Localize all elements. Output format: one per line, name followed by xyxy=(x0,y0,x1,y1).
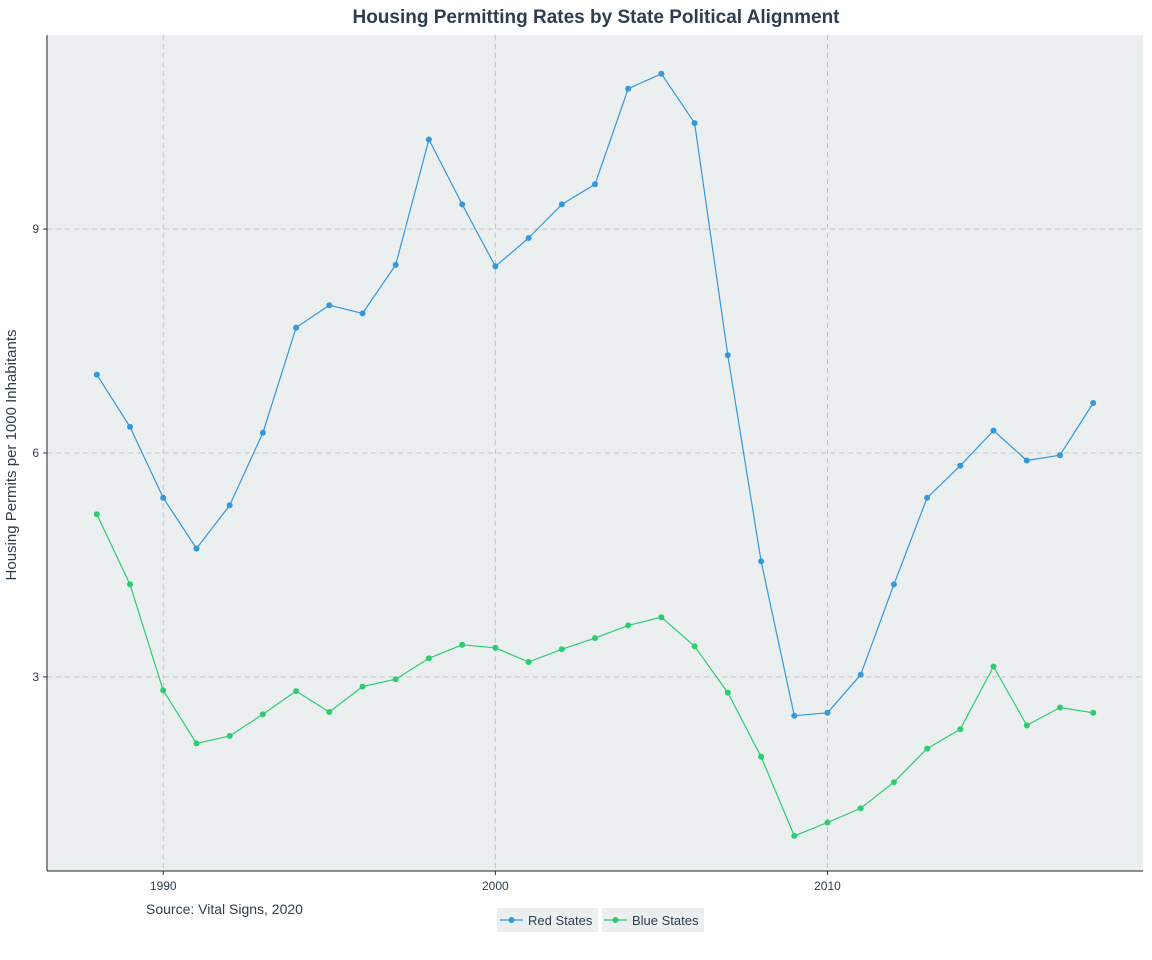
y-axis-label: Housing Permits per 1000 Inhabitants xyxy=(3,330,20,581)
chart-title: Housing Permitting Rates by State Politi… xyxy=(352,7,840,28)
legend-label-red-states: Red States xyxy=(528,913,593,928)
data-point-blue-states-2015 xyxy=(990,663,997,670)
legend: Red States Blue States xyxy=(497,908,704,932)
series-layer xyxy=(93,70,1097,839)
data-point-red-states-1991 xyxy=(193,545,200,552)
data-point-red-states-2017 xyxy=(1057,452,1063,459)
data-point-red-states-1999 xyxy=(459,201,466,208)
data-point-red-states-1995 xyxy=(326,302,333,309)
y-tick-label-9: 9 xyxy=(32,222,39,236)
data-point-blue-states-1991 xyxy=(193,740,200,747)
gridlines xyxy=(47,35,1143,871)
y-tick-label-6: 6 xyxy=(32,446,39,460)
data-point-blue-states-1997 xyxy=(392,676,399,683)
data-point-red-states-1993 xyxy=(259,429,266,436)
data-point-blue-states-1999 xyxy=(459,641,466,648)
data-point-red-states-2014 xyxy=(957,462,964,469)
data-point-blue-states-2002 xyxy=(558,646,565,653)
data-point-red-states-2015 xyxy=(990,427,997,434)
data-point-red-states-2013 xyxy=(924,494,931,501)
data-point-red-states-2009 xyxy=(791,712,798,719)
x-tick-label-2000: 2000 xyxy=(482,879,509,893)
data-point-red-states-1994 xyxy=(293,324,300,331)
data-point-red-states-2012 xyxy=(890,581,897,588)
data-point-red-states-2002 xyxy=(558,201,565,208)
data-point-blue-states-2008 xyxy=(758,753,765,760)
series-blue-states xyxy=(93,511,1097,839)
data-point-blue-states-2004 xyxy=(625,622,632,629)
tick-labels: 1990 2000 2010 3 6 9 xyxy=(32,222,841,893)
data-point-blue-states-2014 xyxy=(957,726,964,733)
data-point-red-states-2000 xyxy=(492,263,499,270)
data-point-blue-states-2016 xyxy=(1023,722,1030,729)
data-point-blue-states-2006 xyxy=(691,643,698,650)
data-point-red-states-2010 xyxy=(824,709,831,716)
data-point-blue-states-1990 xyxy=(160,687,167,694)
data-point-red-states-2007 xyxy=(724,352,731,359)
data-point-red-states-1997 xyxy=(392,261,399,268)
data-point-red-states-2008 xyxy=(758,558,765,565)
data-point-red-states-1990 xyxy=(160,494,167,501)
data-point-blue-states-1994 xyxy=(293,688,300,695)
data-point-blue-states-2011 xyxy=(857,805,864,812)
data-point-blue-states-1995 xyxy=(326,709,333,715)
data-point-blue-states-2000 xyxy=(492,644,499,651)
legend-key-point-blue-states xyxy=(612,917,619,923)
data-point-blue-states-2001 xyxy=(525,659,532,665)
data-point-blue-states-1989 xyxy=(127,581,133,588)
data-point-red-states-1998 xyxy=(425,136,432,143)
series-red-states xyxy=(93,70,1097,719)
data-point-blue-states-1998 xyxy=(425,655,432,662)
data-point-red-states-2001 xyxy=(525,235,532,241)
data-point-red-states-2016 xyxy=(1023,457,1030,464)
data-point-blue-states-2017 xyxy=(1057,704,1063,711)
data-point-red-states-2006 xyxy=(691,120,698,127)
data-point-blue-states-2009 xyxy=(791,832,798,839)
data-point-red-states-2005 xyxy=(658,70,665,77)
data-point-blue-states-2010 xyxy=(824,819,831,826)
data-point-blue-states-2005 xyxy=(658,614,665,621)
data-point-blue-states-1993 xyxy=(259,711,266,718)
data-point-blue-states-1988 xyxy=(93,511,100,518)
data-point-blue-states-2007 xyxy=(724,689,731,696)
data-point-red-states-2011 xyxy=(857,671,864,678)
x-tick-label-2010: 2010 xyxy=(814,879,841,893)
data-point-red-states-1988 xyxy=(93,371,100,378)
legend-label-blue-states: Blue States xyxy=(632,913,699,928)
x-tick-label-1990: 1990 xyxy=(150,879,177,893)
chart-caption: Source: Vital Signs, 2020 xyxy=(146,901,303,917)
data-point-red-states-1992 xyxy=(226,502,233,509)
data-point-red-states-1989 xyxy=(127,423,133,430)
data-point-blue-states-1996 xyxy=(359,683,366,690)
data-point-red-states-1996 xyxy=(359,310,366,317)
data-point-blue-states-2012 xyxy=(890,779,897,786)
data-point-blue-states-1992 xyxy=(226,732,233,739)
data-point-red-states-2004 xyxy=(625,85,632,92)
y-tick-label-3: 3 xyxy=(32,670,39,684)
data-point-blue-states-2003 xyxy=(592,635,598,642)
data-point-blue-states-2018 xyxy=(1090,709,1097,716)
data-point-blue-states-2013 xyxy=(924,745,931,752)
axes xyxy=(43,35,1143,875)
data-point-red-states-2018 xyxy=(1090,400,1097,406)
legend-key-point-red-states xyxy=(508,917,515,923)
data-point-red-states-2003 xyxy=(592,181,598,188)
